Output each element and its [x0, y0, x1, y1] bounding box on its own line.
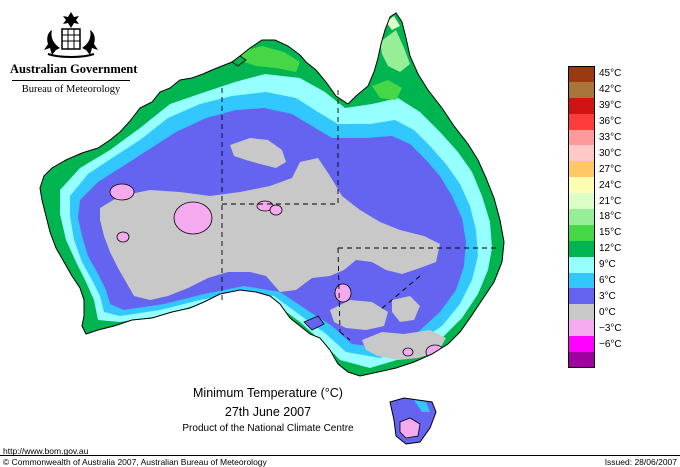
legend-item: 0°C [568, 304, 656, 321]
legend-label: 6°C [599, 275, 616, 287]
legend-item: −3°C [568, 320, 656, 337]
legend-label: 21°C [599, 195, 622, 207]
legend-swatch [568, 81, 595, 98]
legend-item: 21°C [568, 193, 656, 210]
legend-item [568, 352, 656, 368]
legend-label: −3°C [599, 322, 622, 334]
legend-item: 42°C [568, 81, 656, 98]
legend-item: 33°C [568, 129, 656, 146]
legend-swatch [568, 177, 595, 194]
legend-item: 27°C [568, 161, 656, 178]
legend-swatch [568, 256, 595, 273]
issued-date: Issued: 28/06/2007 [604, 457, 677, 467]
legend-label: 24°C [599, 179, 622, 191]
legend-label: 45°C [599, 68, 622, 80]
legend-swatch [568, 113, 595, 130]
legend-item: −6°C [568, 336, 656, 353]
temperature-legend: 45°C 42°C 39°C 36°C 33°C 30°C 27°C 24°C 21°C 18°C… [568, 66, 656, 368]
legend-swatch [568, 336, 595, 353]
legend-swatch [568, 97, 595, 114]
legend-label: 36°C [599, 116, 622, 128]
website-link[interactable]: http://www.bom.gov.au [3, 446, 89, 456]
legend-label: 3°C [599, 290, 616, 302]
legend-item: 9°C [568, 256, 656, 273]
coat-of-arms-icon [44, 12, 98, 58]
footer-divider [0, 455, 680, 456]
legend-item: 15°C [568, 224, 656, 241]
legend-item: 18°C [568, 209, 656, 225]
legend-label: −6°C [599, 338, 622, 350]
legend-swatch [568, 240, 595, 257]
map-product: Product of the National Climate Centre [182, 423, 354, 434]
legend-label: 0°C [599, 306, 616, 318]
legend-swatch [568, 224, 595, 241]
legend-label: 18°C [599, 211, 622, 223]
legend-swatch [568, 209, 595, 225]
legend-swatch [568, 193, 595, 210]
legend-label: 9°C [599, 259, 616, 271]
government-logo: Australian Government Bureau of Meteorol… [10, 10, 138, 95]
legend-swatch [568, 320, 595, 337]
legend-item: 6°C [568, 272, 656, 289]
legend-swatch [568, 272, 595, 289]
logo-divider [12, 80, 130, 81]
legend-swatch [568, 66, 595, 82]
temperature-map [39, 12, 505, 445]
legend-item: 12°C [568, 240, 656, 257]
legend-swatch [568, 161, 595, 178]
legend-label: 15°C [599, 227, 622, 239]
legend-label: 12°C [599, 243, 622, 255]
government-name: Australian Government [10, 62, 138, 76]
legend-label: 33°C [599, 132, 622, 143]
legend-label: 39°C [599, 100, 622, 112]
legend-item: 39°C [568, 97, 656, 114]
legend-label: 27°C [599, 163, 622, 175]
legend-item: 36°C [568, 113, 656, 130]
legend-label: 30°C [599, 147, 622, 159]
bureau-name: Bureau of Meteorology [21, 84, 121, 95]
legend-swatch [568, 304, 595, 321]
map-title: Minimum Temperature (°C) [193, 386, 343, 400]
legend-swatch [568, 288, 595, 305]
legend-item: 30°C [568, 145, 656, 162]
legend-item: 45°C [568, 66, 656, 82]
legend-label: 42°C [599, 84, 622, 96]
map-date: 27th June 2007 [224, 405, 312, 419]
legend-swatch [568, 352, 595, 368]
legend-swatch [568, 129, 595, 146]
legend-item: 24°C [568, 177, 656, 194]
copyright-text: © Commonwealth of Australia 2007, Austra… [3, 457, 267, 467]
legend-swatch [568, 145, 595, 162]
legend-item: 3°C [568, 288, 656, 305]
